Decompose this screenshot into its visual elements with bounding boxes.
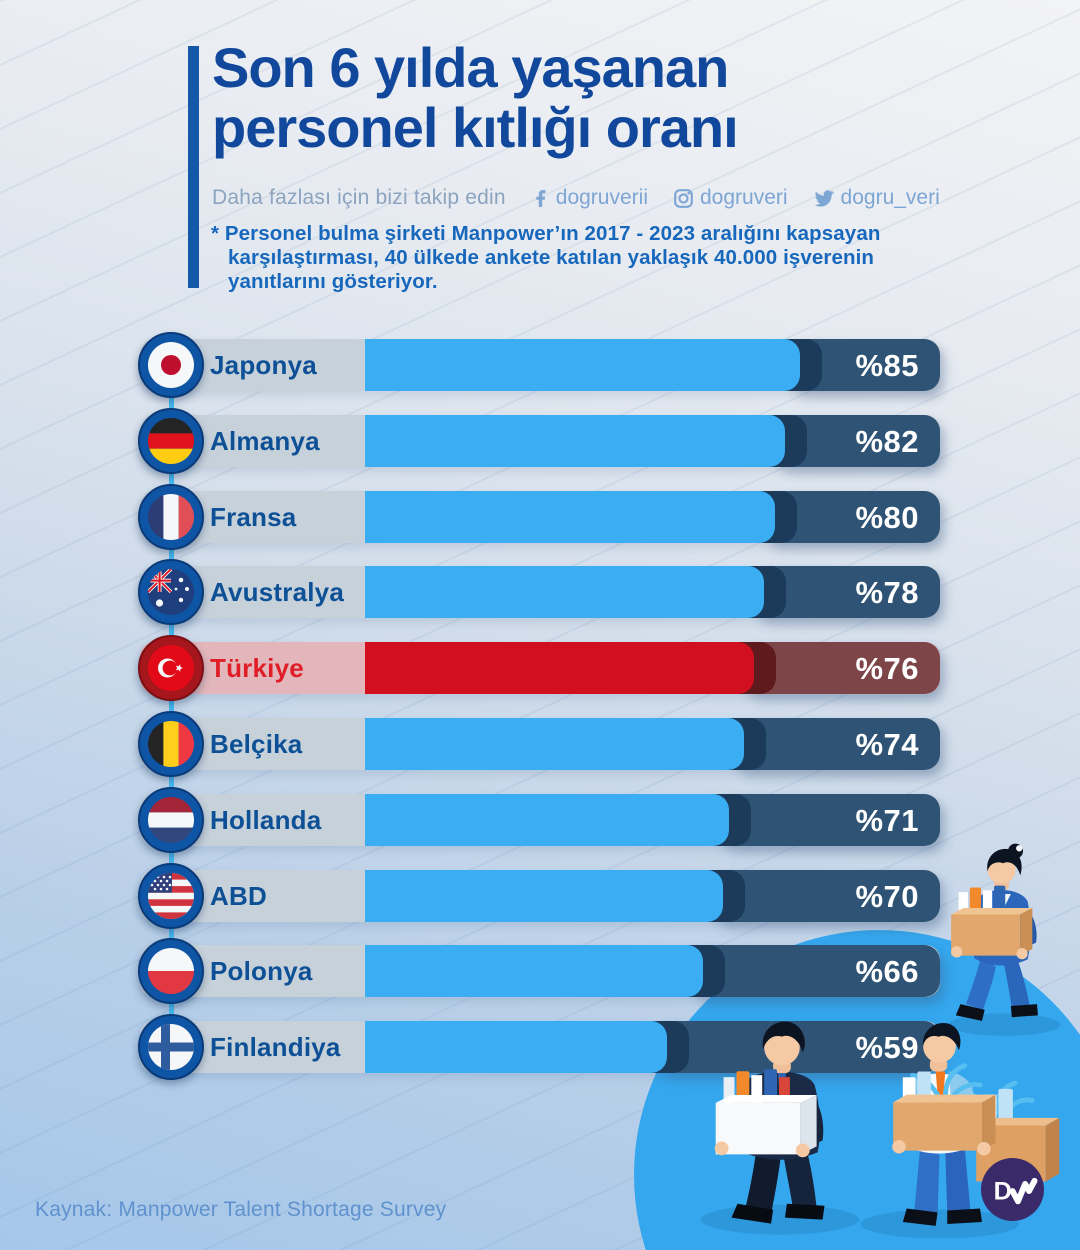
- value-tag: %71: [717, 794, 940, 846]
- country-label: Finlandiya: [210, 1032, 341, 1062]
- flag-icon-pl: [138, 938, 204, 1004]
- social-handle-text: dogru_veri: [840, 186, 940, 209]
- flag-icon-de: [138, 408, 204, 474]
- bar: [365, 642, 754, 694]
- flag-icon-jp: [138, 332, 204, 398]
- country-label: ABD: [210, 881, 267, 911]
- methodology-note: * Personel bulma şirketi Manpower’ın 201…: [211, 222, 881, 293]
- social-handle-twitter: dogru_veri: [814, 186, 940, 210]
- page-title: Son 6 yılda yaşanan personel kıtlığı ora…: [212, 36, 739, 159]
- flag-icon-be: [138, 711, 204, 777]
- bar: [365, 945, 703, 997]
- flag-icon-tr: [138, 635, 204, 701]
- row-be: %74 Belçika: [138, 711, 940, 777]
- country-label: Almanya: [210, 426, 320, 456]
- social-handle-text: dogruveri: [699, 186, 788, 209]
- value-label: %82: [855, 424, 919, 459]
- social-handle-facebook: dogruverii: [532, 186, 648, 210]
- follow-us-row: Daha fazlası için bizi takip edin dogruv…: [212, 186, 940, 210]
- value-label: %76: [855, 651, 919, 686]
- value-label: %59: [855, 1030, 919, 1065]
- bar: [365, 339, 800, 391]
- value-label: %70: [855, 879, 919, 914]
- flag-icon-au: [138, 559, 204, 625]
- bar: [365, 566, 764, 618]
- country-label: Avustralya: [210, 577, 344, 607]
- country-label: Türkiye: [210, 653, 304, 683]
- row-jp: %85 Japonya: [138, 332, 940, 398]
- title-accent-bar: [188, 46, 199, 288]
- bar: [365, 491, 775, 543]
- bar: [365, 1021, 667, 1073]
- source-credit: Kaynak: Manpower Talent Shortage Survey: [35, 1198, 447, 1221]
- social-handle-instagram: dogruveri: [674, 186, 788, 210]
- flag-icon-nl: [138, 787, 204, 853]
- bar: [365, 718, 744, 770]
- svg-text:D: D: [994, 1178, 1012, 1206]
- row-us: %70 ABD: [138, 863, 940, 929]
- row-tr: %76 Türkiye: [138, 635, 940, 701]
- flag-connector-line: [169, 365, 174, 1047]
- laid-off-man-suit-illustration: [686, 998, 874, 1235]
- value-tag: %74: [732, 718, 940, 770]
- bar: [365, 870, 723, 922]
- dv-brand-logo: D: [981, 1158, 1044, 1221]
- follow-text: Daha fazlası için bizi takip edin: [212, 186, 506, 209]
- row-de: %82 Almanya: [138, 408, 940, 474]
- flag-icon-fr: [138, 484, 204, 550]
- country-label: Hollanda: [210, 805, 322, 835]
- row-au: %78 Avustralya: [138, 559, 940, 625]
- value-label: %71: [855, 803, 919, 838]
- social-handle-text: dogruverii: [555, 186, 648, 209]
- bar: [365, 794, 729, 846]
- twitter-icon: [814, 189, 834, 207]
- value-label: %66: [855, 954, 919, 989]
- flag-icon-us: [138, 863, 204, 929]
- row-pl: %66 Polonya: [138, 938, 940, 1004]
- value-label: %78: [855, 575, 919, 610]
- value-label: %74: [855, 727, 919, 762]
- facebook-icon: [532, 189, 549, 208]
- value-label: %85: [855, 348, 919, 383]
- instagram-icon: [674, 188, 693, 208]
- flag-icon-fi: [138, 1014, 204, 1080]
- row-nl: %71 Hollanda: [138, 787, 940, 853]
- value-tag: %70: [711, 870, 940, 922]
- country-label: Belçika: [210, 729, 303, 759]
- country-label: Polonya: [210, 956, 313, 986]
- laid-off-woman-illustration: [925, 838, 1079, 1039]
- row-fi: %59 Finlandiya: [138, 1014, 940, 1080]
- value-label: %80: [855, 500, 919, 535]
- country-label: Fransa: [210, 502, 297, 532]
- country-label: Japonya: [210, 350, 317, 380]
- value-tag: %66: [691, 945, 940, 997]
- bar: [365, 415, 785, 467]
- row-fr: %80 Fransa: [138, 484, 940, 550]
